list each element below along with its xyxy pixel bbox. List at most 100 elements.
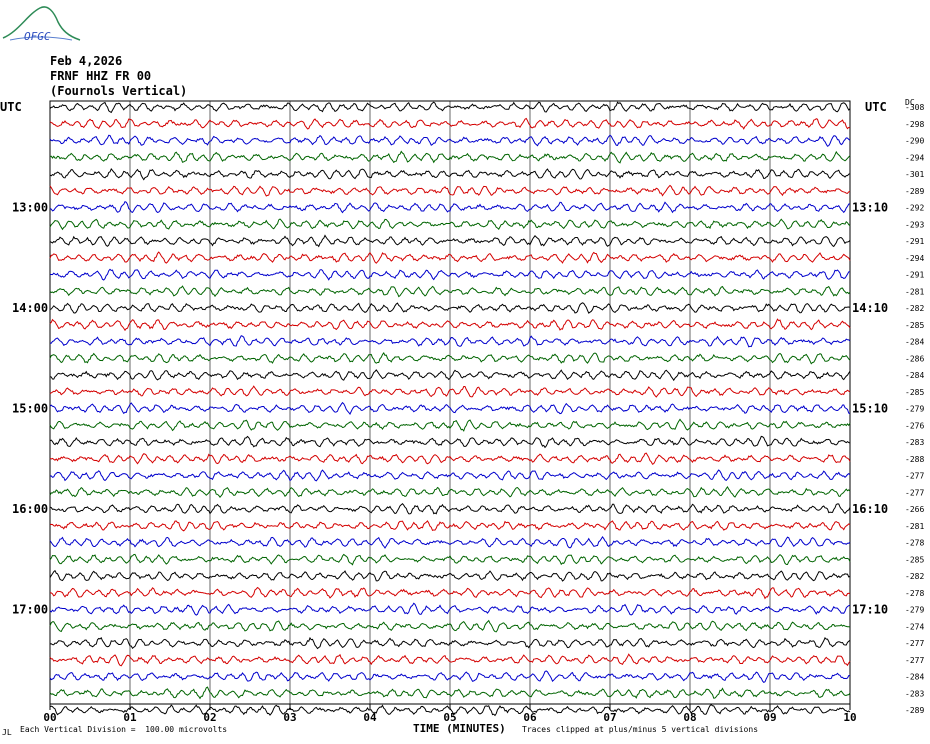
dc-offset-24: -266: [905, 505, 924, 514]
dc-offset-9: -294: [905, 254, 924, 263]
header-date: Feb 4,2026: [50, 54, 123, 68]
dc-offset-12: -282: [905, 304, 924, 313]
dc-offset-32: -277: [905, 639, 924, 648]
trace-row-0: [49, 101, 851, 114]
right-time-1310: 13:10: [852, 201, 888, 215]
trace-row-30: [49, 602, 851, 616]
trace-row-1: [49, 117, 851, 130]
utc-right-label: UTC: [865, 100, 887, 114]
trace-row-10: [49, 268, 851, 281]
dc-offset-labels: -308 -298 -290 -294 -301 -289 -292 -293 -291 -294…: [905, 103, 924, 715]
dc-offset-36: -289: [905, 706, 924, 715]
dc-offset-21: -288: [905, 455, 924, 464]
dc-offset-18: -279: [905, 405, 924, 414]
dc-offset-1: -298: [905, 120, 924, 129]
x-tick-label-10: 10: [843, 711, 856, 724]
trace-row-23: [49, 485, 851, 498]
x-tick-label-04: 04: [363, 711, 377, 724]
dc-offset-17: -285: [905, 388, 924, 397]
dc-offset-34: -284: [905, 673, 924, 682]
dc-offset-8: -291: [905, 237, 924, 246]
trace-row-4: [49, 168, 851, 181]
trace-row-22: [49, 469, 851, 482]
trace-row-25: [49, 520, 851, 532]
dc-offset-13: -285: [905, 321, 924, 330]
dc-offset-7: -293: [905, 220, 924, 229]
x-tick-label-01: 01: [123, 711, 137, 724]
x-tick-label-07: 07: [603, 711, 616, 724]
trace-row-17: [49, 385, 851, 398]
trace-row-2: [49, 134, 851, 147]
trace-row-31: [49, 619, 851, 633]
right-time-1510: 15:10: [852, 402, 888, 416]
left-time-labels: 13:00 14:00 15:00 16:00 17:00: [12, 201, 48, 617]
trace-row-28: [49, 569, 851, 582]
logo-mountain-icon: [2, 6, 81, 41]
dc-offset-2: -290: [905, 137, 924, 146]
trace-row-19: [49, 418, 851, 432]
trace-row-26: [49, 536, 851, 549]
dc-offset-35: -283: [905, 689, 924, 698]
trace-row-7: [49, 218, 851, 231]
left-time-1400: 14:00: [12, 301, 48, 315]
dc-offset-20: -283: [905, 438, 924, 447]
x-axis-ticks: 00 01 02 03 04 05 06 07 08 09 10: [43, 704, 857, 724]
trace-row-15: [49, 351, 851, 365]
corner-mark: JL: [2, 728, 12, 737]
trace-row-20: [49, 435, 851, 449]
trace-row-13: [49, 318, 851, 332]
left-time-1500: 15:00: [12, 402, 48, 416]
trace-row-16: [49, 369, 851, 382]
dc-offset-22: -277: [905, 472, 924, 481]
dc-offset-31: -274: [905, 622, 924, 631]
trace-row-3: [49, 150, 851, 164]
dc-offset-11: -281: [905, 287, 924, 296]
x-tick-label-06: 06: [523, 711, 537, 724]
logo-text: OFGC: [24, 30, 51, 43]
dc-offset-23: -277: [905, 488, 924, 497]
dc-offset-5: -289: [905, 187, 924, 196]
division-note: Each Vertical Division = 100.00 microvol…: [20, 725, 228, 734]
clip-note: Traces clipped at plus/minus 5 vertical …: [522, 725, 759, 734]
right-time-1410: 14:10: [852, 301, 888, 315]
left-time-1600: 16:00: [12, 502, 48, 516]
logo-swoosh-icon: [9, 36, 73, 41]
dc-offset-30: -279: [905, 606, 924, 615]
trace-row-11: [49, 285, 851, 298]
dc-offset-27: -285: [905, 555, 924, 564]
dc-offset-6: -292: [905, 204, 924, 213]
utc-left-label: UTC: [0, 100, 22, 114]
dc-offset-0: -308: [905, 103, 924, 112]
x-tick-label-05: 05: [443, 711, 456, 724]
dc-offset-25: -281: [905, 522, 924, 531]
trace-row-5: [49, 184, 851, 197]
header-location: (Fournols Vertical): [50, 84, 188, 98]
x-tick-label-03: 03: [283, 711, 296, 724]
left-time-1700: 17:00: [12, 603, 48, 617]
dc-offset-16: -284: [905, 371, 924, 380]
dc-offset-4: -301: [905, 170, 924, 179]
dc-offset-10: -291: [905, 271, 924, 280]
x-tick-label-09: 09: [763, 711, 776, 724]
dc-offset-19: -276: [905, 421, 924, 430]
trace-row-34: [49, 670, 851, 683]
trace-row-35: [49, 686, 851, 700]
dc-label: DC: [905, 98, 915, 107]
dc-offset-29: -278: [905, 589, 924, 598]
trace-row-9: [49, 251, 851, 264]
dc-offset-15: -286: [905, 354, 924, 363]
trace-row-21: [49, 452, 851, 465]
ofgc-logo: OFGC: [2, 6, 81, 43]
trace-row-33: [49, 653, 851, 667]
left-time-1300: 13:00: [12, 201, 48, 215]
dc-offset-33: -277: [905, 656, 924, 665]
right-time-labels: 13:10 14:10 15:10 16:10 17:10: [852, 201, 888, 617]
x-tick-label-08: 08: [683, 711, 696, 724]
trace-row-32: [49, 636, 851, 650]
dc-offset-28: -282: [905, 572, 924, 581]
minute-grid: [129, 101, 771, 704]
x-tick-label-00: 00: [43, 711, 56, 724]
trace-row-8: [49, 234, 851, 248]
dc-offset-14: -284: [905, 338, 924, 347]
